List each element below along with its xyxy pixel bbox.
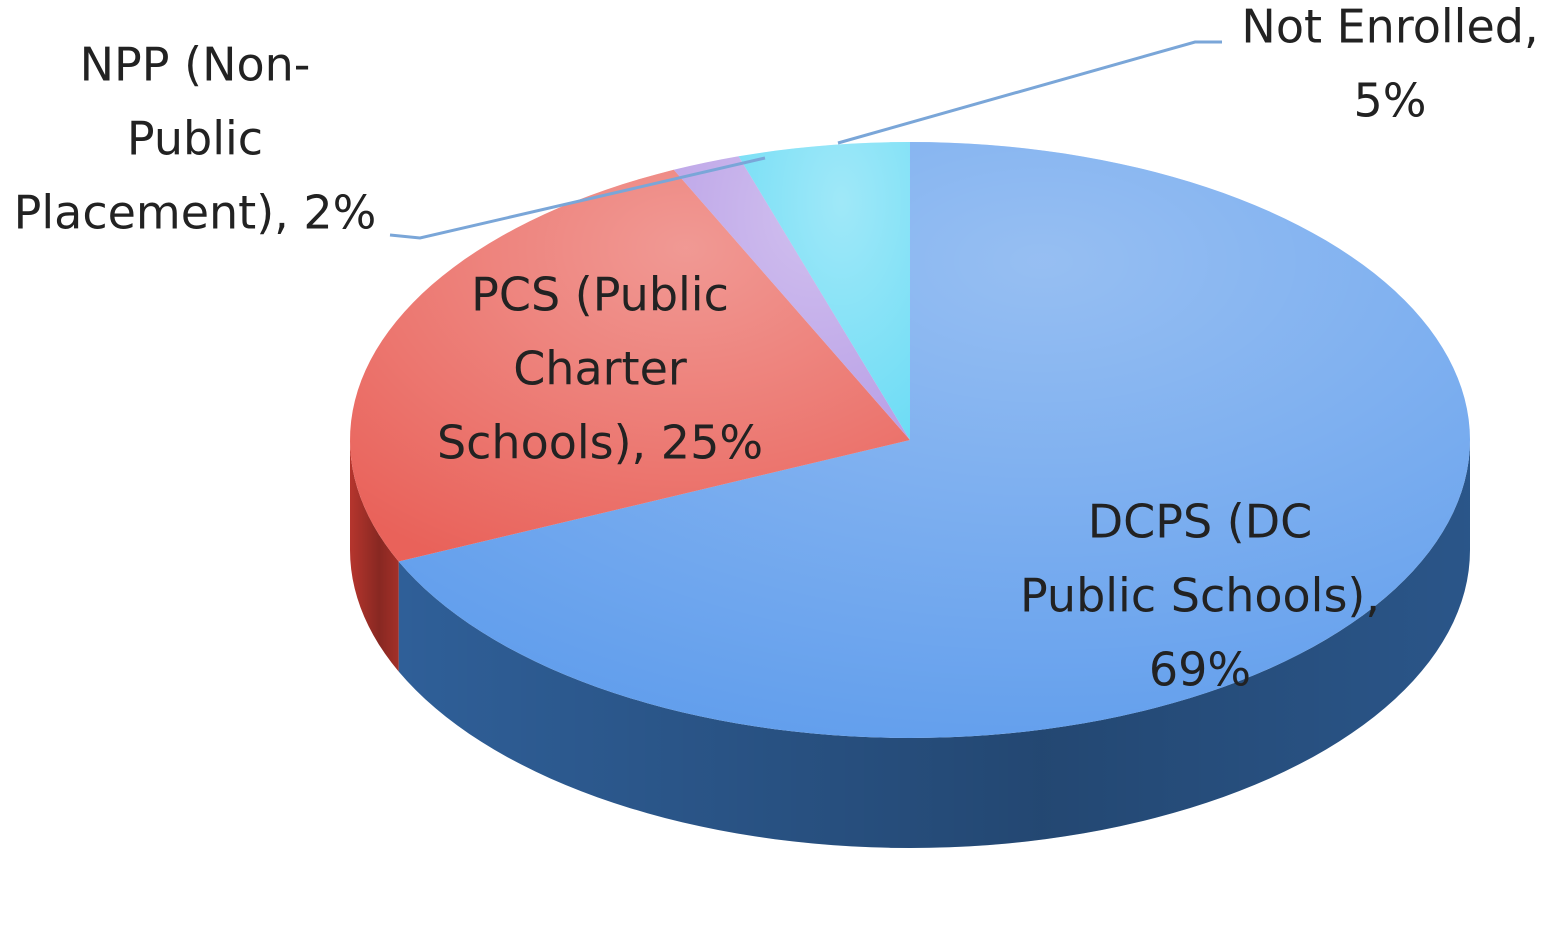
slice-side-shade	[398, 440, 1470, 848]
slice-shade	[350, 169, 910, 562]
leader-line	[837, 40, 1222, 145]
slice-shade	[738, 142, 910, 440]
data-label: PCS (Public	[471, 268, 729, 322]
data-label: Charter	[513, 342, 687, 396]
slice-shade	[673, 156, 910, 440]
data-label: 5%	[1354, 74, 1427, 128]
data-label: Public Schools),	[1020, 569, 1380, 623]
data-label: 69%	[1149, 643, 1251, 697]
slice-shade	[398, 142, 1470, 738]
data-label: Placement), 2%	[14, 186, 377, 240]
data-label: NPP (Non-	[80, 38, 311, 92]
data-label: Public	[127, 112, 263, 166]
leader-line	[389, 156, 766, 240]
data-label: Schools), 25%	[437, 416, 763, 470]
data-label: Not Enrolled,	[1241, 0, 1538, 54]
data-label: DCPS (DC	[1088, 495, 1313, 549]
slice-side-shade	[350, 440, 399, 672]
